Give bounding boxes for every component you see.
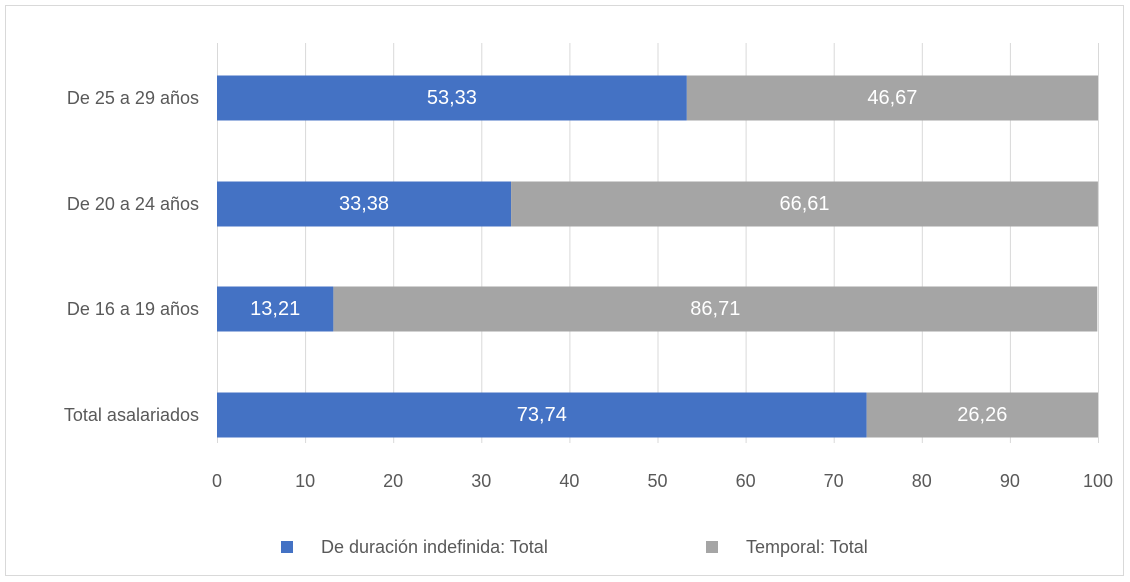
legend-swatch-indefinida xyxy=(281,541,293,553)
category-label-2: De 16 a 19 años xyxy=(67,299,199,319)
x-tick-label-80: 80 xyxy=(912,471,932,491)
data-label-temporal-2: 86,71 xyxy=(690,298,740,320)
data-label-temporal-0: 46,67 xyxy=(867,87,917,109)
legend-label-indefinida: De duración indefinida: Total xyxy=(321,537,548,557)
x-tick-label-40: 40 xyxy=(559,471,579,491)
bar-temporal-1 xyxy=(511,181,1098,227)
data-label-indefinida-2: 13,21 xyxy=(250,298,300,320)
bar-indefinida-3 xyxy=(217,392,867,438)
bar-indefinida-1 xyxy=(217,181,512,227)
chart-frame: 53,33 46,67 33,38 66,61 13,21 86,71 73,74 26,26… xyxy=(5,5,1124,576)
bar-temporal-2 xyxy=(333,286,1098,332)
bar-indefinida-2 xyxy=(217,286,334,332)
data-label-indefinida-1: 33,38 xyxy=(339,193,389,215)
category-label-1: De 20 a 24 años xyxy=(67,194,199,214)
bar-temporal-3 xyxy=(866,392,1098,438)
x-tick-label-0: 0 xyxy=(212,471,222,491)
x-tick-label-90: 90 xyxy=(1000,471,1020,491)
bar-indefinida-0 xyxy=(217,75,687,121)
x-tick-label-50: 50 xyxy=(647,471,667,491)
x-tick-label-60: 60 xyxy=(736,471,756,491)
x-tick-label-100: 100 xyxy=(1083,471,1113,491)
data-label-temporal-3: 26,26 xyxy=(957,404,1007,426)
stacked-bar-chart: 53,33 46,67 33,38 66,61 13,21 86,71 73,74 26,26… xyxy=(64,43,1113,557)
data-label-indefinida-0: 53,33 xyxy=(427,87,477,109)
x-tick-label-30: 30 xyxy=(471,471,491,491)
x-tick-label-10: 10 xyxy=(295,471,315,491)
bars xyxy=(217,75,1098,438)
data-label-indefinida-3: 73,74 xyxy=(517,404,567,426)
category-label-3: Total asalariados xyxy=(64,405,199,425)
legend: De duración indefinida: Total Temporal: T… xyxy=(281,537,868,557)
x-tick-label-70: 70 xyxy=(824,471,844,491)
data-labels: 53,33 46,67 33,38 66,61 13,21 86,71 73,74 26,26 xyxy=(250,87,1007,426)
x-axis-tick-labels: 0 10 20 30 40 50 60 70 80 90 100 xyxy=(212,471,1113,491)
legend-label-temporal: Temporal: Total xyxy=(746,537,868,557)
legend-swatch-temporal xyxy=(706,541,718,553)
bar-temporal-0 xyxy=(686,75,1098,121)
category-label-0: De 25 a 29 años xyxy=(67,88,199,108)
x-tick-label-20: 20 xyxy=(383,471,403,491)
category-labels: De 25 a 29 años De 20 a 24 años De 16 a 19… xyxy=(64,88,199,425)
data-label-temporal-1: 66,61 xyxy=(779,193,829,215)
